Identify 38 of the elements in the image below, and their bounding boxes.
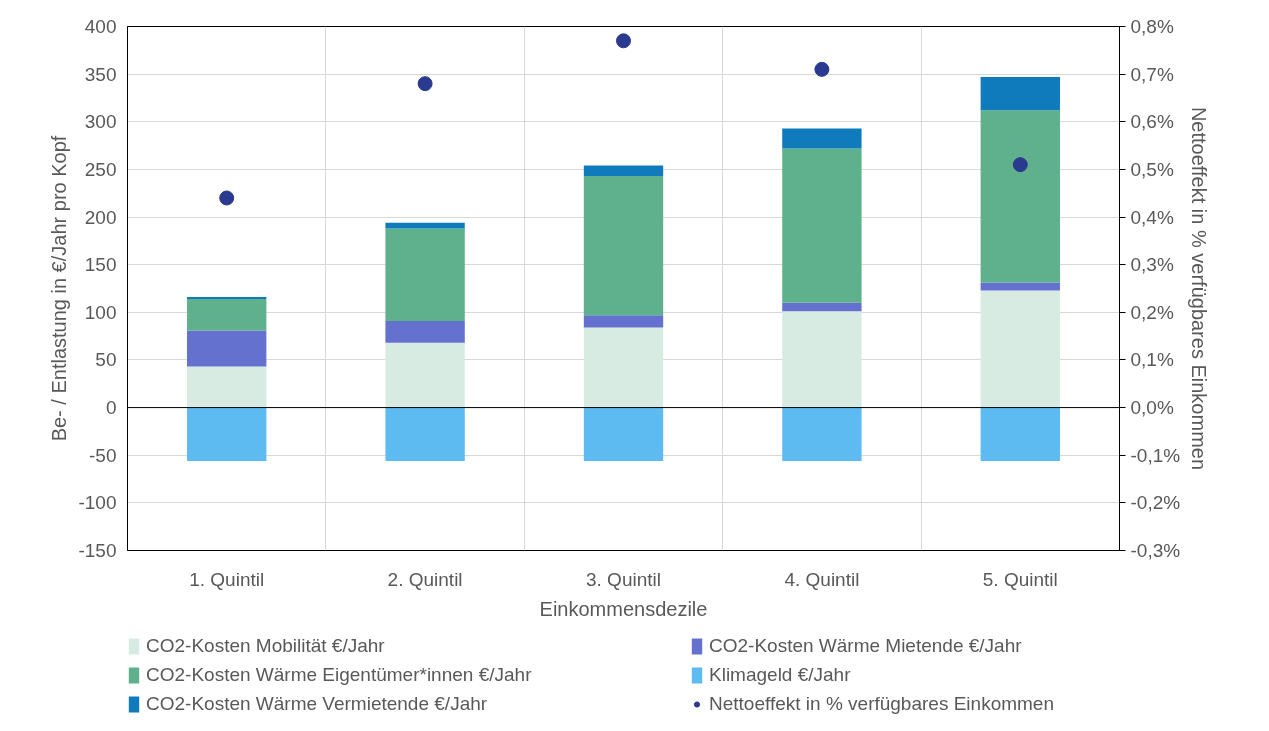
y2-tick-label: 0,5% — [1130, 158, 1174, 180]
x-tick-label: 1. Quintil — [189, 568, 265, 590]
y2-tick-label: -0,3% — [1130, 540, 1181, 561]
y2-tick-label: 0,3% — [1130, 254, 1174, 276]
x-tick-label: 4. Quintil — [784, 568, 860, 590]
y-tick-label: -50 — [89, 444, 117, 466]
y2-tick-label: 0,1% — [1130, 349, 1174, 371]
legend-label: CO2-Kosten Mobilität €/Jahr — [146, 635, 385, 657]
y2-tick-label: 0,2% — [1130, 301, 1174, 323]
x-tick-label: 2. Quintil — [387, 568, 463, 590]
y-tick-label: -150 — [78, 540, 117, 561]
y-tick-label: 400 — [84, 16, 117, 37]
x-tick-label: 3. Quintil — [586, 568, 661, 590]
y2-axis-title: Nettoeffekt in % verfügbares Einkommen — [1188, 106, 1211, 471]
y-tick-label: 250 — [84, 158, 117, 180]
y2-tick-label: 0,0% — [1130, 397, 1174, 419]
legend-label: Nettoeffekt in % verfügbares Einkommen — [709, 693, 1054, 715]
y-tick-label: 300 — [84, 111, 117, 133]
y-tick-label: 100 — [84, 301, 117, 323]
y-tick-label: 0 — [105, 397, 117, 419]
y-tick-label: 150 — [84, 254, 117, 276]
legend-label: CO2-Kosten Wärme Vermietende €/Jahr — [146, 693, 488, 715]
x-tick-label: 5. Quintil — [982, 568, 1058, 590]
x-axis-title: Einkommensdezile — [539, 597, 708, 620]
y2-tick-label: 0,4% — [1130, 206, 1174, 228]
y-tick-label: 350 — [84, 63, 117, 85]
y-tick-label: 200 — [84, 206, 117, 228]
y2-tick-label: 0,6% — [1130, 111, 1174, 133]
y2-tick-label: 0,7% — [1130, 63, 1174, 85]
legend-label: CO2-Kosten Wärme Eigentümer*innen €/Jahr — [146, 664, 532, 686]
y-axis-title: Be- / Entlastung in €/Jahr pro Kopf — [48, 135, 71, 442]
legend-label: CO2-Kosten Wärme Mietende €/Jahr — [709, 635, 1022, 657]
y-tick-label: 50 — [95, 349, 117, 371]
legend-label: Klimageld €/Jahr — [709, 664, 851, 686]
y2-tick-label: 0,8% — [1130, 16, 1174, 37]
y2-tick-label: -0,2% — [1130, 492, 1181, 514]
y2-tick-label: -0,1% — [1130, 444, 1181, 466]
y-tick-label: -100 — [78, 492, 117, 514]
